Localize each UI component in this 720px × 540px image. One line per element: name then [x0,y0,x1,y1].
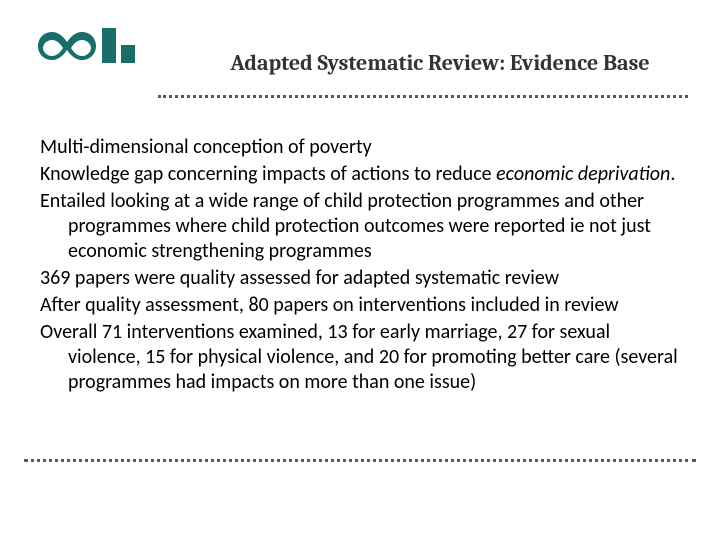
body-paragraph: Overall 71 interventions examined, 13 fo… [40,320,680,395]
divider-top [158,95,688,98]
body-paragraph: Entailed looking at a wide range of chil… [40,189,680,264]
divider-bottom [24,459,696,462]
slide: Adapted Systematic Review: Evidence Base… [0,0,720,540]
odi-logo-svg [38,28,138,63]
odi-logo [38,28,138,68]
slide-body: Multi-dimensional conception of povertyK… [40,135,680,397]
body-paragraph: After quality assessment, 80 papers on i… [40,293,680,318]
body-paragraph: 369 papers were quality assessed for ada… [40,266,680,291]
body-paragraph: Multi-dimensional conception of poverty [40,135,680,160]
body-paragraph: Knowledge gap concerning impacts of acti… [40,162,680,187]
slide-title: Adapted Systematic Review: Evidence Base [200,50,680,76]
